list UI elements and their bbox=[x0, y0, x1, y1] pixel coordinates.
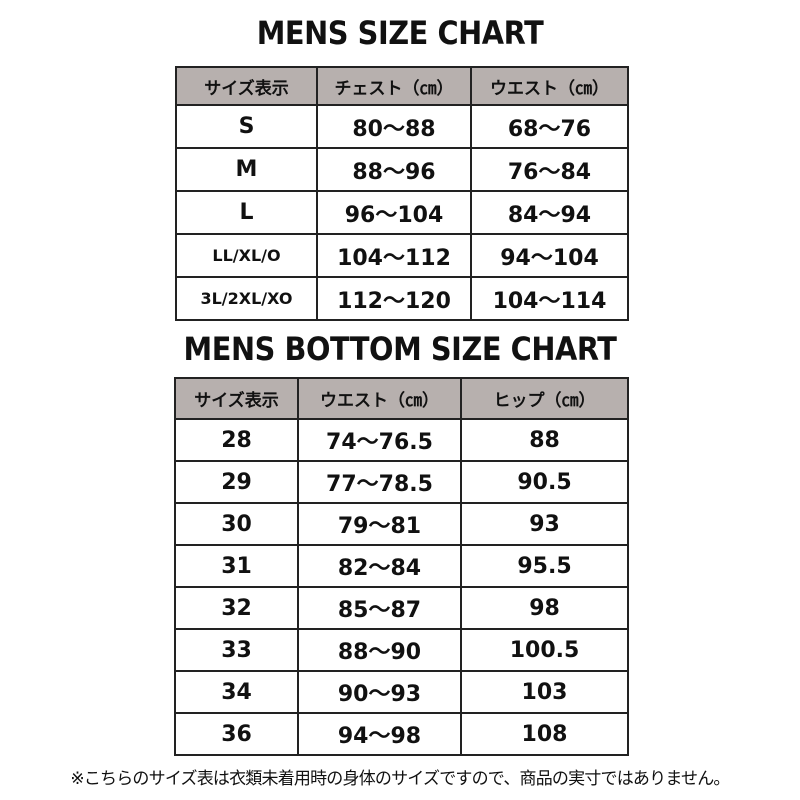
table-cell: 84～94 bbox=[470, 190, 629, 235]
table-cell: L bbox=[175, 190, 318, 235]
bottom-chart-title: MENS BOTTOM SIZE CHART bbox=[183, 330, 617, 368]
table-cell: 94～104 bbox=[470, 233, 629, 278]
table-row: 29 77～78.5 90.5 bbox=[174, 460, 629, 504]
table-cell: 29 bbox=[174, 460, 299, 504]
table-cell: LL/XL/O bbox=[175, 233, 318, 278]
table-cell: M bbox=[175, 147, 318, 192]
mens-size-table: サイズ表示 チェスト（㎝） ウエスト（㎝） S 80～88 68～76 M 88～96 7… bbox=[175, 66, 629, 321]
table-row: 3L/2XL/XO 112～120 104～114 bbox=[175, 276, 629, 321]
table-cell: 112～120 bbox=[316, 276, 472, 321]
column-header: チェスト（㎝） bbox=[316, 66, 472, 106]
table-cell: 96～104 bbox=[316, 190, 472, 235]
table-cell: 98 bbox=[460, 586, 629, 630]
footnote: ※こちらのサイズ表は衣類未着用時の身体のサイズですので、商品の実寸ではありません… bbox=[70, 769, 730, 789]
table-header-row: サイズ表示 ウエスト（㎝） ヒップ（㎝） bbox=[174, 377, 629, 420]
table-cell: 95.5 bbox=[460, 544, 629, 588]
table-row: 28 74～76.5 88 bbox=[174, 418, 629, 462]
table-cell: 108 bbox=[460, 712, 629, 756]
table-cell: 94～98 bbox=[297, 712, 462, 756]
table-row: L 96～104 84～94 bbox=[175, 190, 629, 235]
table-cell: 79～81 bbox=[297, 502, 462, 546]
column-header: ヒップ（㎝） bbox=[460, 377, 629, 420]
table-cell: 68～76 bbox=[470, 104, 629, 149]
column-header: ウエスト（㎝） bbox=[297, 377, 462, 420]
table-cell: 74～76.5 bbox=[297, 418, 462, 462]
table-row: S 80～88 68～76 bbox=[175, 104, 629, 149]
table-row: 33 88～90 100.5 bbox=[174, 628, 629, 672]
table-cell: 88～90 bbox=[297, 628, 462, 672]
table-cell: 34 bbox=[174, 670, 299, 714]
column-header: サイズ表示 bbox=[175, 66, 318, 106]
table-cell: 30 bbox=[174, 502, 299, 546]
table-cell: 104～112 bbox=[316, 233, 472, 278]
column-header: サイズ表示 bbox=[174, 377, 299, 420]
table-row: 34 90～93 103 bbox=[174, 670, 629, 714]
table-header-row: サイズ表示 チェスト（㎝） ウエスト（㎝） bbox=[175, 66, 629, 106]
column-header: ウエスト（㎝） bbox=[470, 66, 629, 106]
table-row: LL/XL/O 104～112 94～104 bbox=[175, 233, 629, 278]
table-row: 30 79～81 93 bbox=[174, 502, 629, 546]
table-cell: 85～87 bbox=[297, 586, 462, 630]
top-chart-title: MENS SIZE CHART bbox=[256, 14, 544, 52]
table-cell: 88 bbox=[460, 418, 629, 462]
table-cell: 103 bbox=[460, 670, 629, 714]
table-cell: 100.5 bbox=[460, 628, 629, 672]
table-cell: 36 bbox=[174, 712, 299, 756]
table-cell: 88～96 bbox=[316, 147, 472, 192]
table-row: M 88～96 76～84 bbox=[175, 147, 629, 192]
table-cell: 77～78.5 bbox=[297, 460, 462, 504]
table-cell: S bbox=[175, 104, 318, 149]
table-cell: 76～84 bbox=[470, 147, 629, 192]
table-cell: 31 bbox=[174, 544, 299, 588]
table-cell: 90.5 bbox=[460, 460, 629, 504]
table-cell: 104～114 bbox=[470, 276, 629, 321]
mens-bottom-size-table: サイズ表示 ウエスト（㎝） ヒップ（㎝） 28 74～76.5 88 29 77～78.… bbox=[174, 377, 629, 756]
table-cell: 93 bbox=[460, 502, 629, 546]
table-cell: 80～88 bbox=[316, 104, 472, 149]
table-cell: 82～84 bbox=[297, 544, 462, 588]
table-row: 32 85～87 98 bbox=[174, 586, 629, 630]
table-cell: 28 bbox=[174, 418, 299, 462]
table-row: 36 94～98 108 bbox=[174, 712, 629, 756]
table-cell: 3L/2XL/XO bbox=[175, 276, 318, 321]
table-cell: 32 bbox=[174, 586, 299, 630]
table-cell: 90～93 bbox=[297, 670, 462, 714]
table-row: 31 82～84 95.5 bbox=[174, 544, 629, 588]
table-cell: 33 bbox=[174, 628, 299, 672]
